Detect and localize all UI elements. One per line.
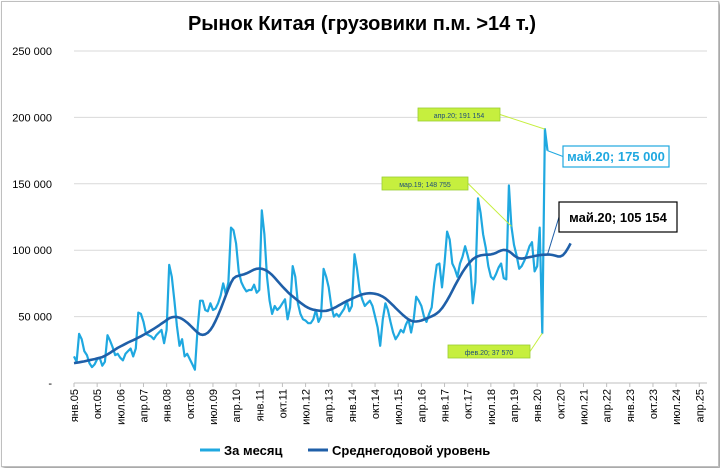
series-line-average [73, 242, 572, 365]
x-tick-label: окт.11 [277, 389, 289, 418]
callout-label: май.20; 105 154 [569, 210, 667, 225]
x-axis-ticks: янв.05 окт.05 июл.06 апр.07 янв.08 окт.08 июл.… [69, 383, 706, 425]
x-tick-label: июл.15 [393, 389, 405, 425]
legend-label-monthly: За месяц [224, 443, 282, 458]
x-tick-label: янв.20 [532, 389, 544, 422]
x-tick-label: апр.07 [138, 389, 150, 422]
x-tick-label: апр.13 [324, 389, 336, 422]
callout-label: мар.19; 148 755 [399, 182, 451, 189]
x-tick-label: июл.06 [115, 389, 127, 425]
x-tick-label: апр.22 [602, 389, 614, 422]
y-axis-ticks: - 50 000 100 000 150 000 200 000 250 000 [12, 46, 52, 390]
callouts: апр.20; 191 154 мар.19; 148 755 фев.20; 37… [381, 107, 678, 359]
x-tick-label: окт.20 [555, 389, 567, 419]
legend-label-average: Среднегодовой уровень [332, 443, 490, 458]
series-line-monthly [73, 128, 549, 371]
x-tick-label: янв.17 [440, 389, 452, 422]
x-tick-label: янв.23 [625, 389, 637, 422]
callout-label: фев.20; 37 570 [465, 350, 514, 357]
chart-title: Рынок Китая (грузовики п.м. >14 т.) [188, 13, 536, 35]
y-tick-label: 200 000 [12, 112, 52, 124]
callout-leader [499, 114, 546, 130]
x-tick-label: янв.05 [69, 389, 81, 422]
x-tick-label: окт.23 [648, 389, 660, 419]
x-tick-label: апр.16 [416, 389, 428, 422]
callout-box [447, 344, 531, 359]
x-tick-label: окт.08 [185, 389, 197, 419]
x-tick-label: июл.21 [578, 389, 590, 425]
x-tick-label: июл.09 [208, 389, 220, 425]
x-tick-label: апр.25 [694, 389, 706, 422]
y-tick-label: 250 000 [12, 46, 52, 58]
legend: За месяц Среднегодовой уровень [200, 443, 490, 458]
callout-leader [547, 150, 564, 157]
x-tick-label: апр.19 [509, 389, 521, 422]
callout-box [417, 107, 501, 122]
x-tick-label: июл.12 [301, 389, 313, 425]
callout-leader [467, 183, 512, 227]
x-tick-label: янв.11 [254, 389, 266, 421]
y-tick-label: 150 000 [12, 179, 52, 191]
callout-leader [546, 216, 560, 255]
y-tick-label: - [48, 378, 52, 390]
callout-box [558, 201, 678, 233]
callout-label: апр.20; 191 154 [434, 113, 485, 120]
y-tick-label: 100 000 [12, 245, 52, 257]
x-tick-label: июл.18 [486, 389, 498, 425]
y-tick-label: 50 000 [18, 312, 52, 324]
x-tick-label: июл.24 [671, 389, 683, 425]
x-tick-label: окт.17 [463, 389, 475, 419]
x-tick-label: янв.08 [162, 389, 174, 422]
x-tick-label: янв.14 [347, 389, 359, 422]
callout-box [381, 176, 469, 191]
x-tick-label: окт.14 [370, 389, 382, 419]
plot-series [73, 128, 572, 371]
x-tick-label: апр.10 [231, 389, 243, 422]
callout-box [562, 145, 670, 168]
callout-leader [529, 332, 543, 352]
callout-label: май.20; 175 000 [567, 149, 665, 164]
x-tick-label: окт.05 [92, 389, 104, 419]
